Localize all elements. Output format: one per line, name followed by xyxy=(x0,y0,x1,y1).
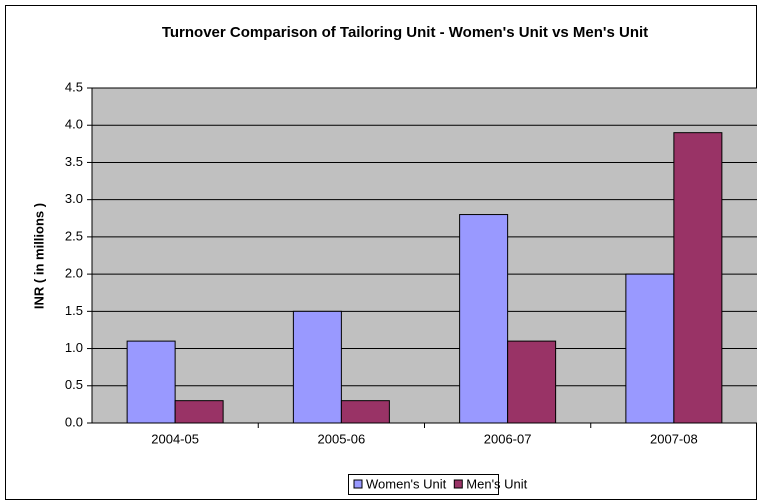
legend-label: Men's Unit xyxy=(466,476,527,491)
bar xyxy=(174,400,224,424)
y-tick-label: 0.5 xyxy=(65,377,83,392)
legend-swatch xyxy=(353,479,363,489)
bar xyxy=(292,310,342,424)
legend-label: Women's Unit xyxy=(366,476,447,491)
y-tick-label: 2.0 xyxy=(65,266,83,281)
bar xyxy=(126,340,176,424)
x-tick-label: 2007-08 xyxy=(650,431,698,446)
bar xyxy=(340,400,390,424)
y-tick-label: 0.0 xyxy=(65,414,83,429)
y-tick-label: 1.5 xyxy=(65,303,83,318)
y-tick-label: 2.5 xyxy=(65,228,83,243)
x-tick-label: 2004-05 xyxy=(151,431,199,446)
x-tick-label: 2006-07 xyxy=(484,431,532,446)
y-axis-label: INR ( in millions ) xyxy=(31,203,46,309)
bar xyxy=(459,214,509,424)
y-tick-label: 3.0 xyxy=(65,191,83,206)
x-tick-label: 2005-06 xyxy=(318,431,366,446)
chart-title: Turnover Comparison of Tailoring Unit - … xyxy=(162,24,648,41)
bar xyxy=(625,273,675,424)
y-tick-label: 4.0 xyxy=(65,117,83,132)
y-tick-label: 4.5 xyxy=(65,79,83,94)
bar xyxy=(507,340,557,424)
y-tick-label: 1.0 xyxy=(65,340,83,355)
legend-swatch xyxy=(453,479,463,489)
y-tick-label: 3.5 xyxy=(65,154,83,169)
bar xyxy=(673,132,723,424)
